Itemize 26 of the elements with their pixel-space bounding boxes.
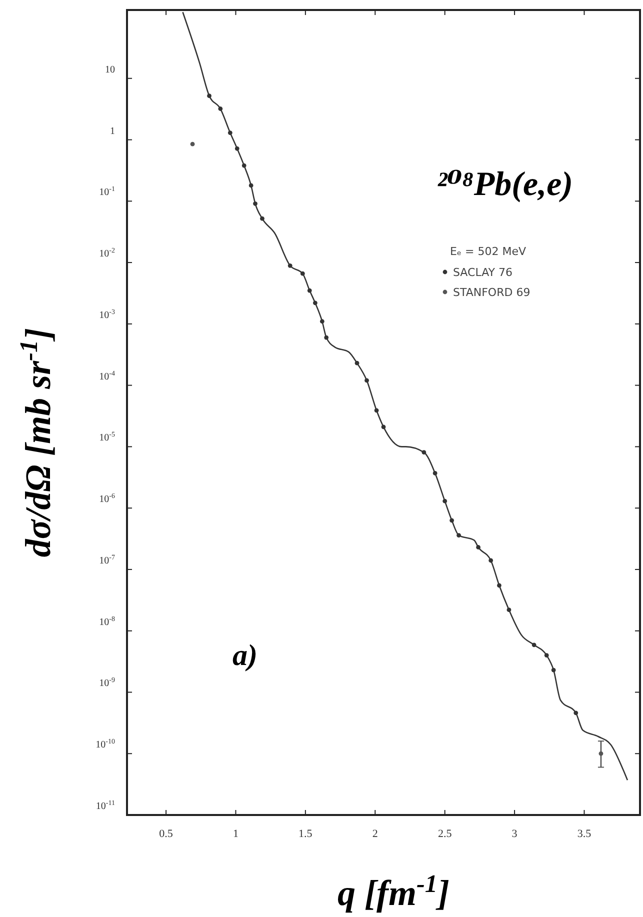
x-tick-label: 1.5	[298, 828, 313, 840]
x-tick-label: 3.5	[577, 828, 592, 840]
y-tick-label: 10$^{-9}$	[99, 676, 116, 690]
y-tick-label: 1	[110, 126, 115, 137]
x-axis-title: q [fm$^{-1}$]	[338, 870, 450, 913]
annotation: a)	[232, 639, 258, 672]
y-tick-label: 10$^{-11}$	[96, 799, 116, 812]
y-tick-label: 10$^{-1}$	[99, 185, 116, 198]
legend-label: SACLAY 76	[453, 266, 512, 279]
legend-label: STANFORD 69	[453, 286, 530, 299]
x-tick-label: 0.5	[159, 828, 174, 840]
y-tick-label: 10$^{-5}$	[99, 430, 116, 444]
x-tick-label: 2	[372, 828, 378, 840]
y-tick-label: 10	[105, 64, 115, 76]
x-tick-label: 2.5	[438, 828, 452, 840]
y-tick-label: 10$^{-4}$	[99, 369, 116, 382]
y-tick-label: 10$^{-8}$	[99, 614, 116, 628]
y-tick-label: 10$^{-2}$	[99, 246, 116, 260]
y-tick-label: 10$^{-3}$	[99, 308, 116, 321]
x-tick-label: 1	[232, 828, 238, 840]
y-tick-label: 10$^{-10}$	[96, 738, 116, 751]
text: Eₑ = 502 MeV	[450, 245, 526, 258]
x-tick-label: 3	[512, 828, 518, 840]
text: ²⁰⁸Pb(e,e)	[437, 166, 573, 203]
y-tick-label: 10$^{-6}$	[99, 492, 116, 506]
y-tick-label: 10$^{-7}$	[99, 553, 116, 566]
